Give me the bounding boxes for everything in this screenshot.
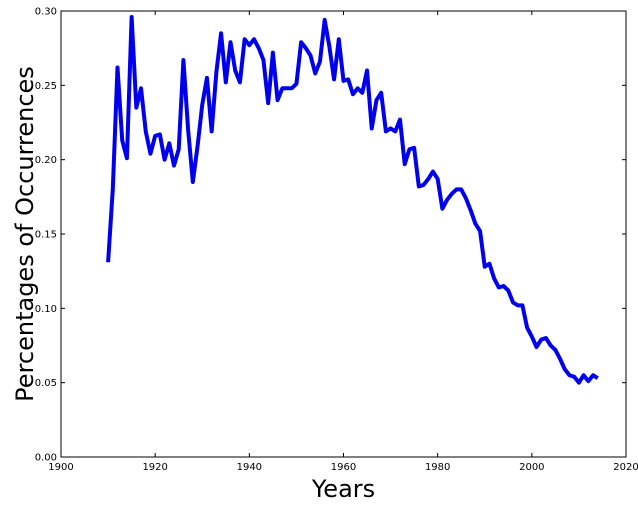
x-tick-label: 1900 <box>48 462 73 473</box>
y-tick-label: 0.05 <box>35 378 57 389</box>
y-tick-label: 0.25 <box>35 81 57 92</box>
y-tick-label: 0.00 <box>35 453 57 464</box>
plot-frame <box>60 10 627 458</box>
y-tick-label: 0.20 <box>35 155 57 166</box>
plot-area <box>61 11 626 457</box>
x-tick-label: 1920 <box>142 462 167 473</box>
labels-layer: 1900 1920 1940 1960 1980 2000 2020 0.00 0.05 0.10… <box>35 7 638 474</box>
x-tick-label: 2000 <box>519 462 544 473</box>
y-tick-label: 0.15 <box>35 230 57 241</box>
y-tick-label: 0.10 <box>35 304 57 315</box>
series-layer <box>106 14 599 385</box>
ticks-layer <box>60 10 627 458</box>
x-tick-label: 1980 <box>425 462 450 473</box>
y-axis-title: Percentages of Occurrences <box>11 66 39 402</box>
series-line-0 <box>106 14 599 385</box>
x-tick-label: 1940 <box>237 462 262 473</box>
x-tick-label: 2020 <box>613 462 638 473</box>
x-axis-title: Years <box>311 475 375 503</box>
x-tick-label: 1960 <box>331 462 356 473</box>
y-tick-label: 0.30 <box>35 7 57 18</box>
